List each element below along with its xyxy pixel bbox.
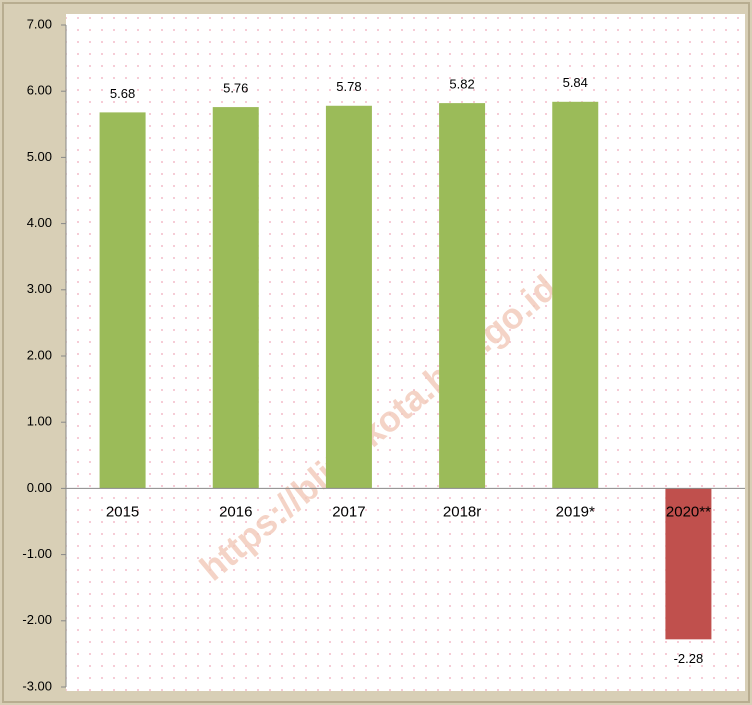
y-tick-label: 1.00 (27, 414, 52, 429)
bar (99, 112, 146, 489)
y-tick-label: -2.00 (22, 612, 52, 627)
y-tick-label: 0.00 (27, 480, 52, 495)
y-tick-label: -3.00 (22, 678, 52, 693)
value-label: 5.68 (110, 86, 135, 101)
x-tick-label: 2019* (556, 503, 595, 520)
value-label: -2.28 (674, 651, 704, 666)
x-tick-label: 2017 (332, 503, 365, 520)
y-tick-label: 5.00 (27, 149, 52, 164)
value-label: 5.84 (563, 75, 588, 90)
value-label: 5.78 (336, 79, 361, 94)
bar (212, 107, 259, 489)
y-tick-label: 4.00 (27, 215, 52, 230)
bar (325, 105, 372, 489)
y-tick-label: 3.00 (27, 281, 52, 296)
bar (665, 488, 712, 640)
x-tick-label: 2018r (443, 503, 481, 520)
bar (552, 101, 599, 489)
x-tick-label: 2015 (106, 503, 139, 520)
x-tick-label: 2016 (219, 503, 252, 520)
y-tick-label: -1.00 (22, 546, 52, 561)
y-tick-label: 6.00 (27, 83, 52, 98)
x-tick-label: 2020** (666, 503, 711, 520)
value-label: 5.76 (223, 81, 248, 96)
bar (439, 103, 486, 489)
value-label: 5.82 (449, 77, 474, 92)
y-tick-label: 2.00 (27, 347, 52, 362)
plot-pattern (66, 14, 745, 691)
y-tick-label: 7.00 (27, 16, 52, 31)
